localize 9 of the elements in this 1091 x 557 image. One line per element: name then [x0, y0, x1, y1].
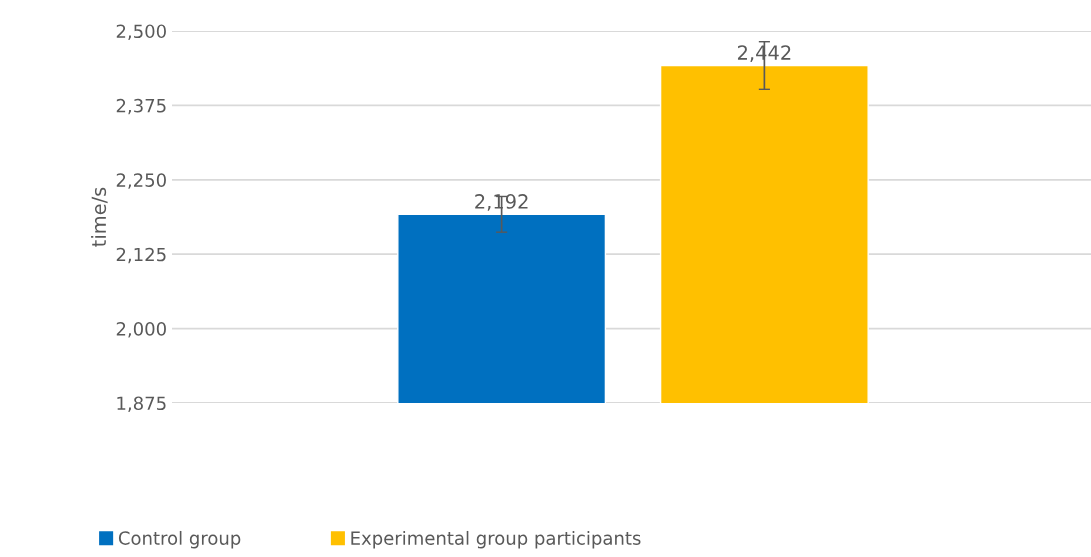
legend-label: Experimental group participants [351, 530, 641, 549]
y-tick-label: 2,250 [116, 173, 166, 189]
y-tick-label: 2,375 [116, 98, 166, 115]
y-tick-label: 2,500 [116, 24, 166, 40]
y-tick-label: 2,125 [116, 247, 166, 264]
legend-label: Control group [118, 530, 241, 549]
y-axis-title: time/s [91, 187, 108, 247]
y-tick-label: 1,875 [117, 396, 166, 412]
y-tick-label: 2,000 [116, 322, 166, 338]
